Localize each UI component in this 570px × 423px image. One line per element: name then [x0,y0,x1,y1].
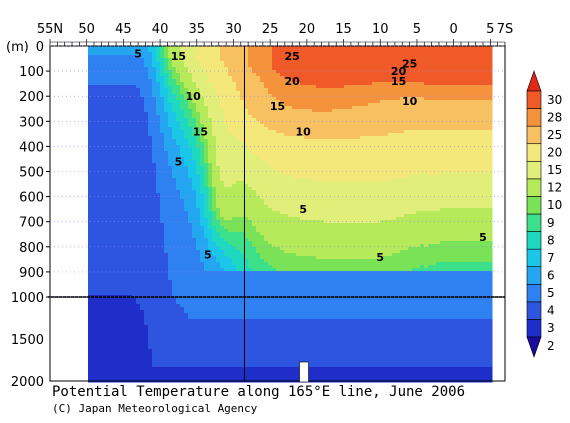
colorbar-segment [526,283,542,303]
colorbar-label: 3 [547,321,555,335]
y-axis-label: (m) [6,40,29,55]
x-tick-label: 40 [152,22,169,37]
colorbar-label: 30 [547,93,562,107]
x-tick-label: 55N [37,22,63,37]
contour-label: 25 [402,58,417,71]
colorbar-label: 5 [547,286,555,300]
colorbar-segment [526,319,542,338]
colorbar-segment [526,213,542,232]
x-tick-label: 25 [262,22,279,37]
x-tick-label: 7S [497,22,514,37]
y-tick-label: 600 [19,191,44,206]
station-marker [299,361,309,383]
colorbar-cap-bottom [526,336,542,358]
chart-title: Potential Temperature along 165°E line, … [52,384,466,400]
contour-label: 10 [402,95,418,108]
contour-label: 15 [171,50,186,63]
colorbar-segment [526,266,542,285]
x-axis-ticks [49,39,506,46]
y-tick-label: 700 [19,216,44,231]
contour-label: 20 [285,75,301,88]
y-tick-label: 900 [19,266,44,281]
colorbar-label: 7 [547,251,555,265]
colorbar-segment [526,196,542,215]
colorbar-label: 8 [547,233,555,247]
y-tick-label: 400 [19,140,44,155]
contour-label: 15 [270,100,285,113]
colorbar-label: 15 [547,163,562,177]
colorbar-label: 9 [547,216,555,230]
contour-label: 25 [285,50,300,63]
contour-label: 5 [134,48,142,61]
y-tick-label: 1500 [11,333,44,348]
contour-label: 15 [193,125,208,138]
x-tick-label: 35 [189,22,206,37]
colorbar-label: 28 [547,110,562,124]
contour-label: 5 [479,231,487,244]
contour-label: 5 [299,203,307,216]
contour-label: 5 [175,155,183,168]
colorbar-label: 12 [547,181,562,195]
colorbar-label: 10 [547,198,562,212]
x-tick-label: 30 [225,22,242,37]
colorbar-segment [526,231,542,250]
colorbar-label: 20 [547,146,562,160]
x-tick-label: 45 [115,22,132,37]
x-tick-label: 15 [335,22,352,37]
chart-credit: (C) Japan Meteorological Agency [52,402,258,415]
x-tick-label: 20 [299,22,316,37]
y-tick-label: 200 [19,90,44,105]
colorbar-segment [526,160,542,180]
y-tick-label: 2000 [11,375,44,390]
y-tick-label: 100 [19,65,44,80]
colorbar-label: 25 [547,128,562,142]
colorbar-segment [526,108,542,127]
colorbar-segment [526,125,542,145]
colorbar: 2 3 4 5 6 7 8 9 10 12 15 20 25 28 30 [526,70,562,358]
y-tick-label: 800 [19,241,44,256]
colorbar-label: 2 [547,339,555,353]
contour-label: 15 [391,75,406,88]
colorbar-segment [526,248,542,268]
colorbar-segment [526,143,542,162]
y-tick-label: 1000 [11,291,44,306]
contour-label: 10 [296,125,312,138]
x-tick-label: 5 [486,22,494,37]
colorbar-label: 6 [547,269,555,283]
x-tick-label: 10 [372,22,389,37]
y-tick-label: 500 [19,166,44,181]
x-tick-label: 5 [413,22,421,37]
contour-label: 5 [204,248,212,261]
colorbar-label: 4 [547,304,555,318]
temperature-field [88,46,493,383]
x-tick-label: 0 [449,22,457,37]
contour-label: 5 [376,251,384,264]
x-tick-label: 50 [78,22,95,37]
colorbar-segment [526,301,542,320]
y-tick-label: 0 [36,40,44,55]
y-tick-label: 300 [19,115,44,130]
contour-label: 20 [391,65,407,78]
colorbar-segment [526,178,542,197]
colorbar-segment [526,90,542,109]
colorbar-cap-top [526,70,542,92]
contour-label: 10 [185,90,201,103]
